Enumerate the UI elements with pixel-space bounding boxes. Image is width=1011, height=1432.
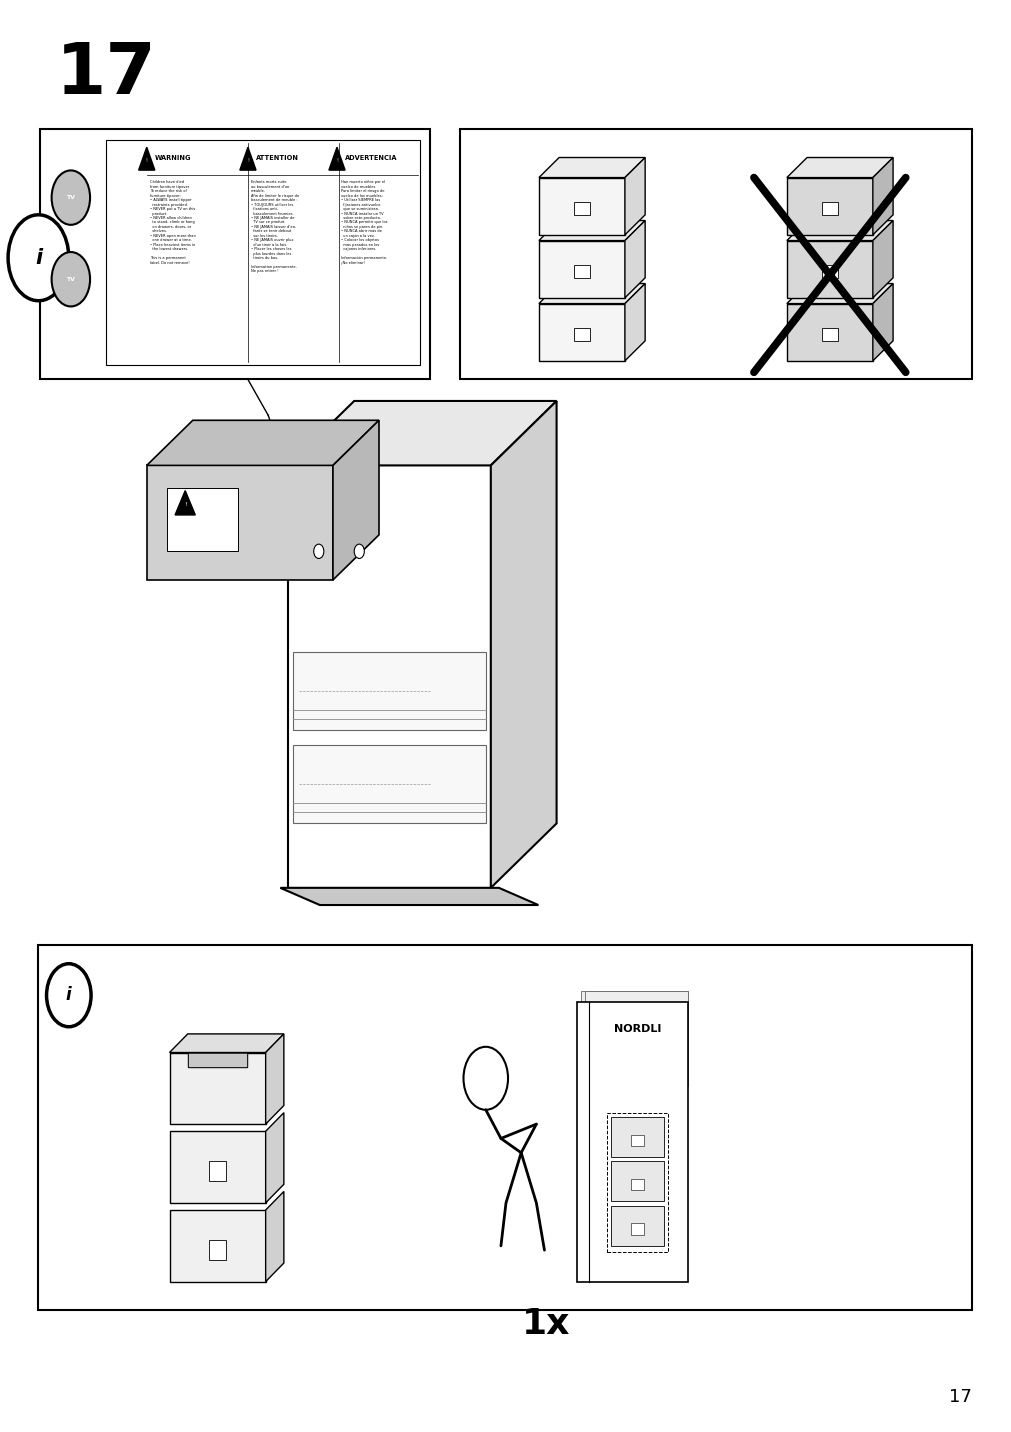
Text: TV: TV [67, 195, 75, 200]
Polygon shape [333, 421, 378, 580]
Text: Children have died
from furniture tipover
To reduce the risk of
furniture tipove: Children have died from furniture tipove… [150, 180, 195, 265]
Polygon shape [280, 888, 538, 905]
FancyBboxPatch shape [187, 1053, 247, 1067]
FancyBboxPatch shape [573, 328, 589, 341]
Text: i: i [66, 987, 72, 1004]
FancyBboxPatch shape [538, 304, 624, 361]
Polygon shape [624, 158, 645, 235]
FancyBboxPatch shape [580, 991, 687, 1085]
FancyBboxPatch shape [821, 265, 837, 278]
Polygon shape [147, 421, 378, 465]
Polygon shape [265, 1191, 283, 1282]
FancyBboxPatch shape [538, 178, 624, 235]
FancyBboxPatch shape [584, 991, 687, 1085]
Text: NORDLI: NORDLI [614, 1024, 660, 1034]
FancyBboxPatch shape [169, 1131, 265, 1203]
FancyBboxPatch shape [40, 129, 430, 379]
Polygon shape [787, 284, 892, 304]
Text: Han muerto niños por el
vuelco de muebles
Para limitar el riesgo de
vuelco de lo: Han muerto niños por el vuelco de mueble… [341, 180, 387, 265]
FancyBboxPatch shape [631, 1223, 643, 1234]
FancyBboxPatch shape [787, 241, 871, 298]
Polygon shape [288, 401, 556, 465]
Polygon shape [490, 401, 556, 888]
Text: ATTENTION: ATTENTION [256, 155, 298, 160]
Circle shape [463, 1047, 508, 1110]
FancyBboxPatch shape [787, 304, 871, 361]
Text: WARNING: WARNING [155, 155, 191, 160]
Polygon shape [329, 147, 345, 170]
Polygon shape [538, 284, 645, 304]
Text: !: ! [336, 159, 338, 163]
FancyBboxPatch shape [209, 1240, 225, 1260]
FancyBboxPatch shape [787, 178, 871, 235]
Text: 1x: 1x [522, 1307, 570, 1342]
Circle shape [313, 544, 324, 558]
Polygon shape [175, 491, 195, 516]
FancyBboxPatch shape [106, 140, 420, 365]
Circle shape [8, 215, 69, 301]
FancyBboxPatch shape [167, 488, 238, 551]
FancyBboxPatch shape [576, 1002, 687, 1282]
Polygon shape [240, 147, 256, 170]
Circle shape [47, 964, 91, 1027]
Text: 17: 17 [56, 40, 157, 109]
FancyBboxPatch shape [611, 1117, 663, 1157]
FancyBboxPatch shape [611, 1206, 663, 1246]
FancyBboxPatch shape [538, 241, 624, 298]
Circle shape [354, 544, 364, 558]
Polygon shape [169, 1034, 283, 1053]
Text: !: ! [247, 159, 249, 163]
Polygon shape [265, 1034, 283, 1124]
FancyBboxPatch shape [38, 945, 971, 1310]
FancyBboxPatch shape [821, 202, 837, 215]
Polygon shape [139, 147, 155, 170]
Text: !: ! [146, 159, 148, 163]
FancyBboxPatch shape [573, 265, 589, 278]
Circle shape [52, 252, 90, 306]
Text: TV: TV [67, 276, 75, 282]
FancyBboxPatch shape [293, 652, 485, 730]
Polygon shape [265, 1113, 283, 1203]
Circle shape [52, 170, 90, 225]
Text: ADVERTENCIA: ADVERTENCIA [345, 155, 397, 160]
Polygon shape [169, 1053, 265, 1124]
Polygon shape [624, 221, 645, 298]
FancyBboxPatch shape [631, 1179, 643, 1190]
Polygon shape [787, 158, 892, 178]
Text: 17: 17 [947, 1388, 971, 1406]
FancyBboxPatch shape [293, 745, 485, 823]
FancyBboxPatch shape [611, 1161, 663, 1201]
FancyBboxPatch shape [147, 465, 333, 580]
Polygon shape [624, 284, 645, 361]
Text: Enfants morts suite
au basculement d'un
meuble.
Afin de limiter le risque de
bas: Enfants morts suite au basculement d'un … [251, 180, 299, 274]
FancyBboxPatch shape [631, 1134, 643, 1146]
FancyBboxPatch shape [573, 202, 589, 215]
FancyBboxPatch shape [209, 1161, 225, 1181]
Text: !: ! [184, 503, 186, 507]
Polygon shape [871, 221, 892, 298]
Polygon shape [787, 221, 892, 241]
Polygon shape [871, 284, 892, 361]
Polygon shape [538, 158, 645, 178]
FancyBboxPatch shape [460, 129, 971, 379]
Text: i: i [34, 248, 42, 268]
Polygon shape [871, 158, 892, 235]
FancyBboxPatch shape [169, 1210, 265, 1282]
FancyBboxPatch shape [821, 328, 837, 341]
Polygon shape [538, 221, 645, 241]
FancyBboxPatch shape [288, 465, 490, 888]
